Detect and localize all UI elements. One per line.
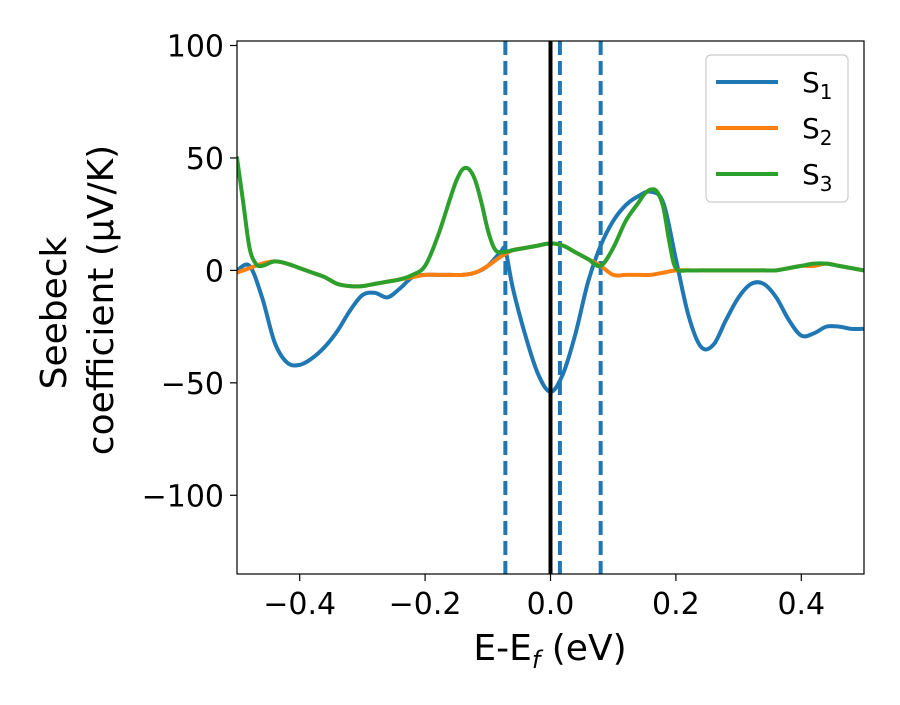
series-line-s1 (237, 189, 864, 394)
x-tick-label: 0.0 (527, 587, 575, 622)
legend: S1 S2 S3 (705, 54, 849, 203)
y-tick-label: 50 (186, 142, 224, 177)
series-lines (237, 41, 864, 574)
y-axis-title: Seebeck coefficient (μV/K) (34, 145, 122, 455)
x-tick-label: 0.4 (777, 587, 825, 622)
series-line-s3 (237, 155, 864, 289)
y-tick-label: −100 (142, 479, 224, 514)
y-axis-title-line1: Seebeck (34, 236, 75, 389)
y-axis-ticks: 100 50 0 −50 −100 (142, 29, 237, 514)
legend-label-s2: S2 (802, 112, 833, 150)
y-axis-title-line2: coefficient (μV/K) (81, 145, 122, 455)
legend-label-s1: S1 (802, 66, 833, 104)
y-tick-label: 100 (167, 29, 224, 64)
x-axis-title: E-Ef (eV) (473, 628, 626, 674)
x-tick-label: −0.2 (389, 587, 462, 622)
x-tick-label: −0.4 (263, 587, 336, 622)
y-tick-label: −50 (161, 367, 224, 402)
y-tick-label: 0 (205, 254, 224, 289)
x-axis-ticks: −0.4 −0.2 0.0 0.2 0.4 (263, 574, 825, 622)
reference-lines (503, 41, 603, 574)
legend-label-s3: S3 (802, 158, 833, 196)
x-tick-label: 0.2 (652, 587, 700, 622)
